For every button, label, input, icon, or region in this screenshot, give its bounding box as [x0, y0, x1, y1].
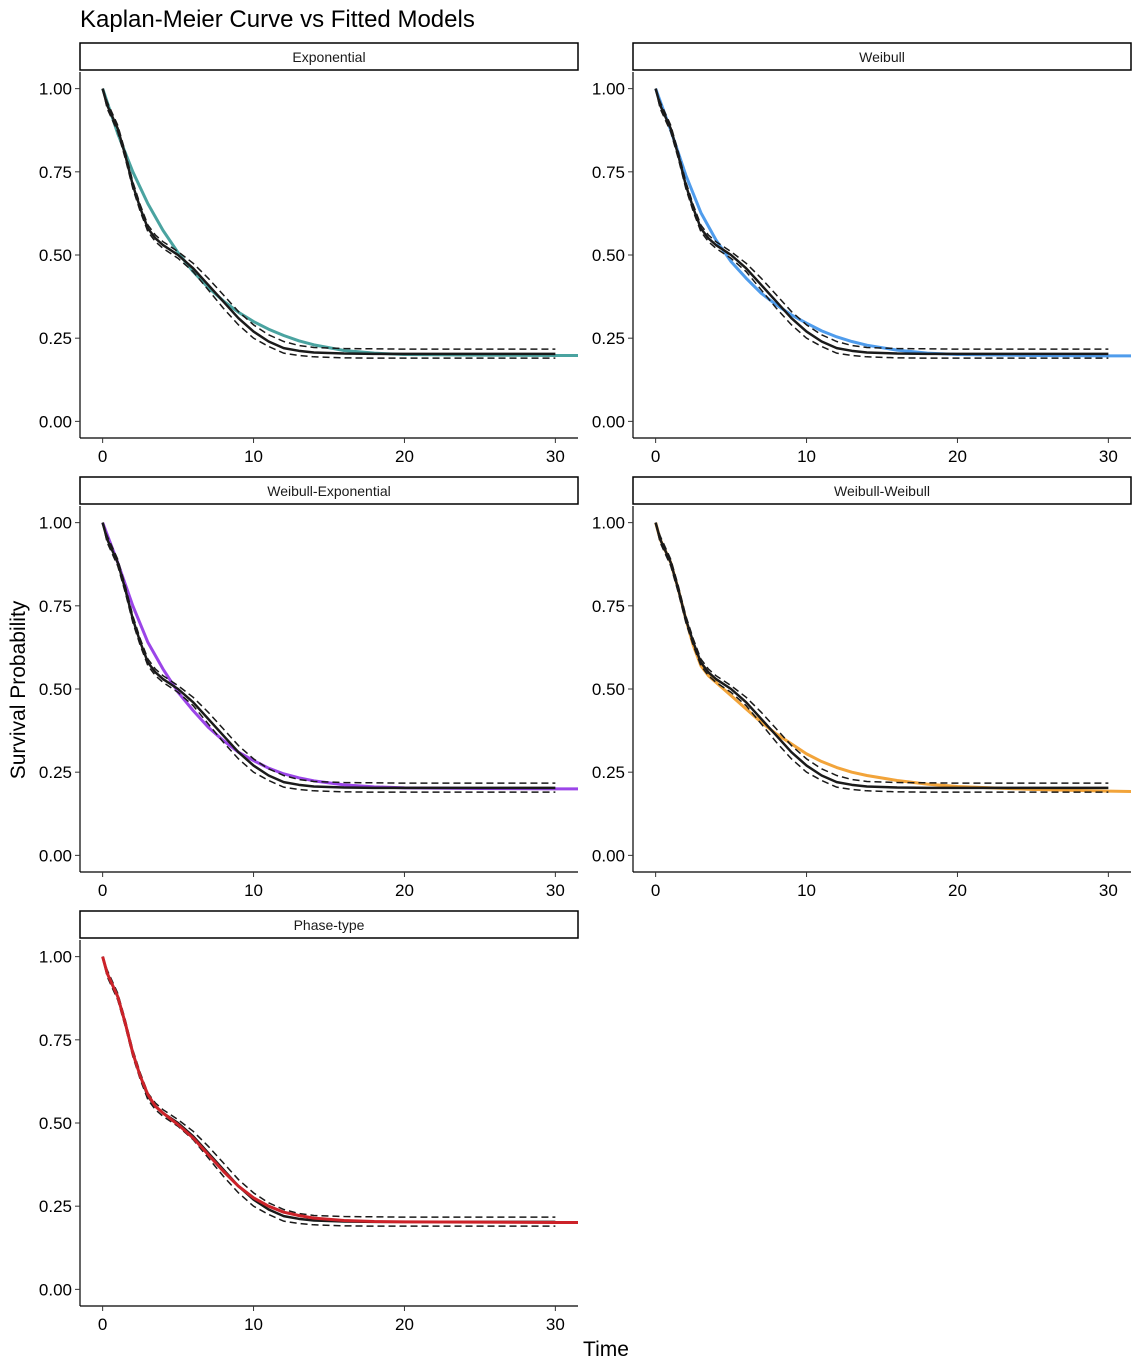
km-estimate-line	[101, 522, 556, 790]
km-ci-lower-line	[101, 88, 556, 359]
panel-exponential: Exponential 0.00 0.25 0.50 0.75 1.00 0 10 20 30	[39, 42, 579, 466]
y-tick-label: 0.75	[592, 597, 625, 616]
y-axis-title: Survival Probability	[7, 600, 30, 779]
km-ci-lower-line	[101, 522, 556, 793]
y-tick-label: 1.00	[39, 948, 72, 967]
series-lines	[101, 956, 578, 1227]
x-tick-label: 10	[244, 1315, 263, 1334]
km-ci-upper-line	[101, 956, 556, 1218]
x-tick-label: 30	[546, 881, 565, 900]
y-tick-label: 1.00	[39, 80, 72, 99]
y-tick-label: 0.25	[592, 329, 625, 348]
y-tick-label: 0.25	[39, 763, 72, 782]
x-tick-label: 10	[244, 881, 263, 900]
panel-weibull-exponential: Weibull-Exponential 0.00 0.25 0.50 0.75 1.00 0…	[39, 476, 579, 900]
y-tick-label: 1.00	[592, 514, 625, 533]
y-tick-label: 0.50	[39, 246, 72, 265]
panel-weibull: Weibull 0.00 0.25 0.50 0.75 1.00 0 10 20 30	[592, 42, 1132, 466]
facet-strip	[632, 42, 1132, 71]
x-tick-label: 10	[244, 447, 263, 466]
facet-strip	[79, 910, 579, 939]
x-tick-label: 0	[98, 447, 107, 466]
facet-strip-label: Weibull-Exponential	[267, 483, 390, 499]
km-estimate-line	[654, 522, 1109, 790]
fitted-model-line	[654, 88, 1131, 358]
x-tick-label: 30	[546, 1315, 565, 1334]
y-tick-label: 1.00	[592, 80, 625, 99]
facet-strip	[79, 42, 579, 71]
facet-strip-label: Phase-type	[294, 917, 365, 933]
x-tick-label: 0	[651, 447, 660, 466]
y-tick-label: 0.25	[39, 329, 72, 348]
y-tick-label: 0.00	[39, 846, 72, 865]
km-ci-lower-line	[654, 522, 1109, 793]
km-ci-upper-line	[654, 522, 1109, 784]
x-tick-label: 0	[651, 881, 660, 900]
y-tick-label: 0.50	[592, 246, 625, 265]
x-tick-label: 10	[797, 447, 816, 466]
y-tick-label: 0.25	[592, 763, 625, 782]
y-tick-label: 0.00	[592, 412, 625, 431]
km-ci-lower-line	[654, 88, 1109, 359]
x-tick-label: 30	[1099, 447, 1118, 466]
series-lines	[654, 522, 1131, 793]
chart-title: Kaplan-Meier Curve vs Fitted Models	[80, 6, 475, 33]
y-tick-label: 0.00	[39, 412, 72, 431]
y-tick-label: 0.75	[39, 163, 72, 182]
fitted-model-line	[101, 88, 578, 357]
fitted-model-line	[654, 522, 1131, 793]
series-lines	[101, 522, 578, 793]
x-tick-label: 0	[98, 881, 107, 900]
km-estimate-line	[101, 956, 556, 1224]
km-ci-upper-line	[101, 522, 556, 784]
x-tick-label: 30	[1099, 881, 1118, 900]
panel-phase-type: Phase-type 0.00 0.25 0.50 0.75 1.00 0 10 20 30	[39, 910, 579, 1334]
x-tick-label: 20	[395, 447, 414, 466]
x-tick-label: 30	[546, 447, 565, 466]
y-tick-label: 0.50	[39, 1114, 72, 1133]
facet-strip-label: Weibull	[859, 49, 905, 65]
y-tick-label: 0.75	[592, 163, 625, 182]
y-tick-label: 0.00	[592, 846, 625, 865]
km-ci-upper-line	[101, 88, 556, 350]
km-ci-upper-line	[654, 88, 1109, 350]
x-tick-label: 20	[948, 881, 967, 900]
facet-strip	[632, 476, 1132, 505]
series-lines	[654, 88, 1131, 359]
km-ci-lower-line	[101, 956, 556, 1227]
x-tick-label: 20	[395, 881, 414, 900]
facet-strip-label: Weibull-Weibull	[834, 483, 930, 499]
panel-weibull-weibull: Weibull-Weibull 0.00 0.25 0.50 0.75 1.00 0 10 20…	[592, 476, 1132, 900]
x-tick-label: 10	[797, 881, 816, 900]
x-tick-label: 0	[98, 1315, 107, 1334]
x-tick-label: 20	[395, 1315, 414, 1334]
series-lines	[101, 88, 578, 359]
y-tick-label: 0.00	[39, 1280, 72, 1299]
km-estimate-line	[101, 88, 556, 356]
x-tick-label: 20	[948, 447, 967, 466]
y-tick-label: 0.50	[39, 680, 72, 699]
y-tick-label: 0.50	[592, 680, 625, 699]
y-tick-label: 0.75	[39, 597, 72, 616]
fitted-model-line	[101, 956, 578, 1224]
facet-strip-label: Exponential	[292, 49, 365, 65]
y-tick-label: 1.00	[39, 514, 72, 533]
km-estimate-line	[654, 88, 1109, 356]
y-tick-label: 0.25	[39, 1197, 72, 1216]
facet-strip	[79, 476, 579, 505]
fitted-model-line	[101, 522, 578, 791]
y-tick-label: 0.75	[39, 1031, 72, 1050]
x-axis-title: Time	[583, 1338, 629, 1361]
